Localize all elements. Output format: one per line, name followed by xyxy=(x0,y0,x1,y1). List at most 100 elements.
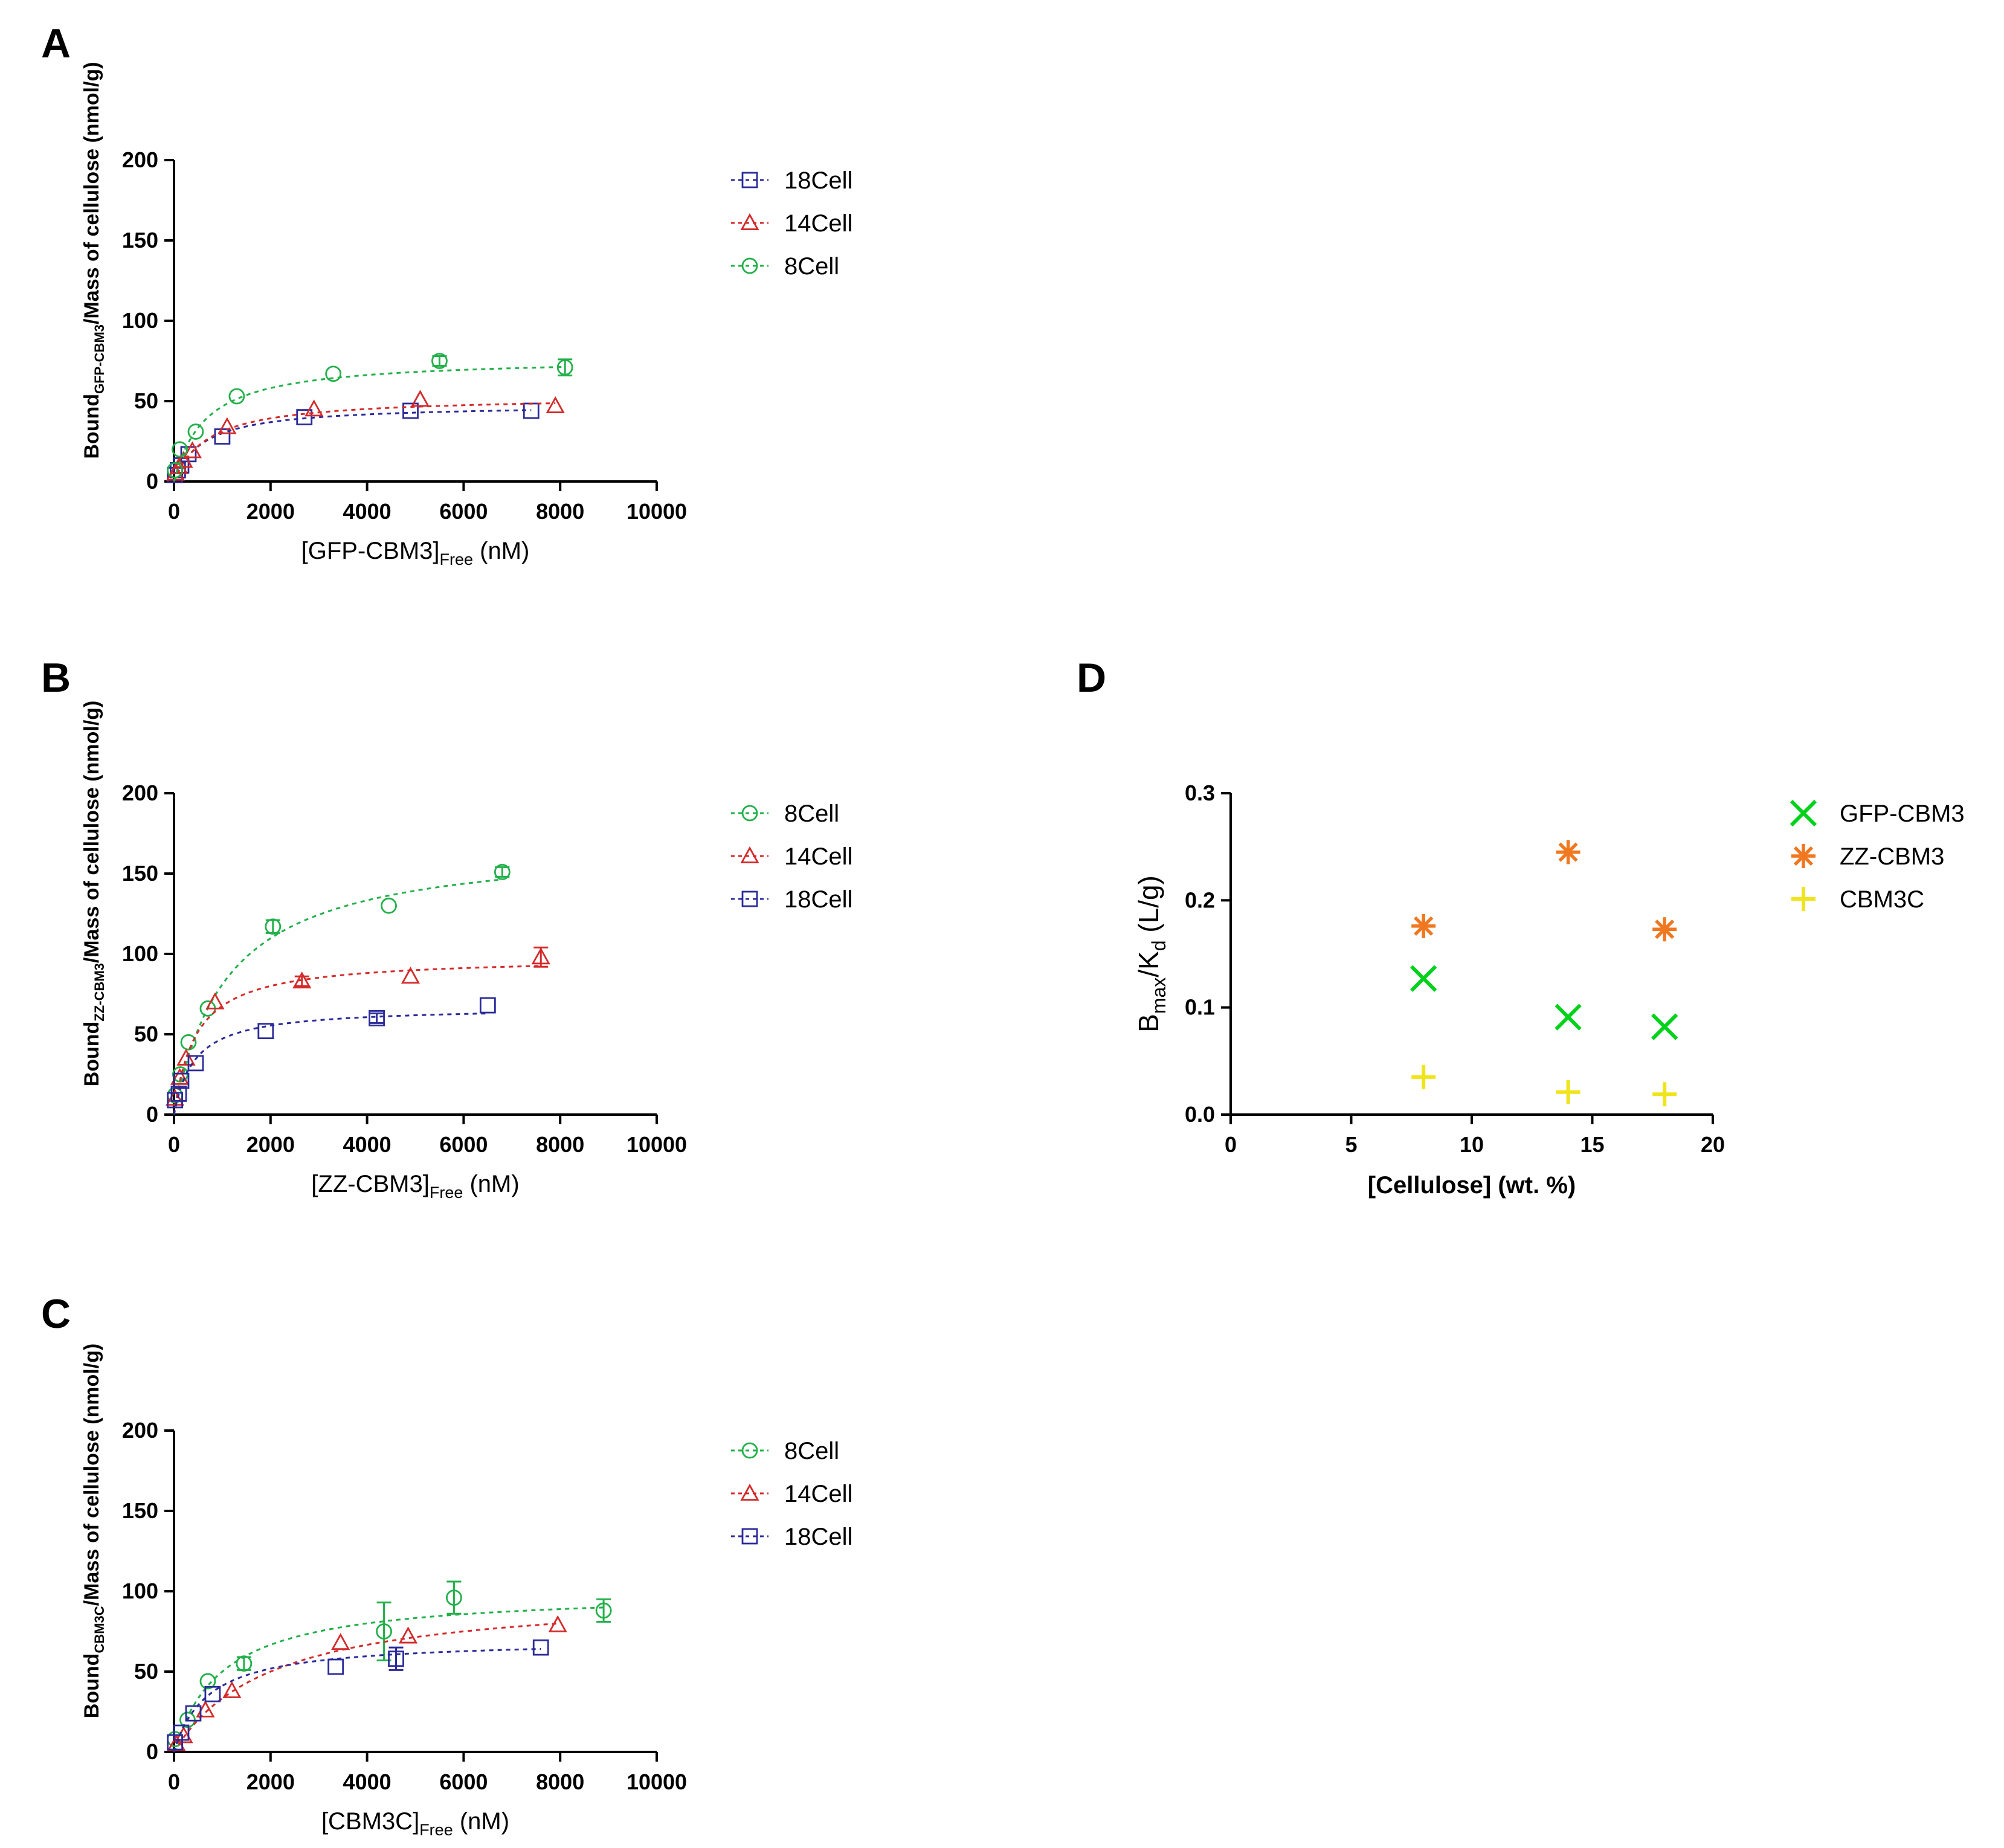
legend-item: 8Cell xyxy=(731,1438,839,1464)
y-label-main: Bound xyxy=(80,1022,103,1087)
x-label-unit: (nM) xyxy=(473,538,529,564)
y-label-unit: /Mass of cellulose (nmol/g) xyxy=(80,701,103,964)
data-point xyxy=(494,863,511,880)
y-axis-label: BoundGFP-CBM3/Mass of cellulose (nmol/g) xyxy=(80,62,107,459)
series-18cell xyxy=(167,402,540,483)
error-bar xyxy=(369,1012,384,1024)
legend-item: 18Cell xyxy=(731,1524,852,1550)
data-point xyxy=(431,353,448,369)
fit-curve xyxy=(173,1623,558,1753)
y-tick-label: 0.1 xyxy=(1185,995,1215,1020)
data-point xyxy=(325,365,342,382)
y-tick-label: 50 xyxy=(134,1022,158,1046)
series-zz-cbm3 xyxy=(1411,840,1677,942)
x-tick-label: 2000 xyxy=(246,499,295,524)
y-label-subscript: d xyxy=(1148,940,1170,951)
y-axis-label: Bmax/Kd (L/g) xyxy=(1133,875,1170,1032)
data-point xyxy=(1410,965,1437,992)
x-tick-label: 10 xyxy=(1460,1132,1484,1157)
y-tick-label: 0.3 xyxy=(1185,781,1215,805)
series-14cell xyxy=(166,946,550,1115)
x-tick-label: 6000 xyxy=(439,1769,488,1794)
data-point xyxy=(170,1086,187,1102)
legend-label: GFP-CBM3 xyxy=(1840,800,1965,827)
x-tick-label: 10000 xyxy=(627,1132,687,1157)
x-label-main: [GFP-CBM3] xyxy=(301,538,440,564)
x-label-subscript: Free xyxy=(419,1821,453,1839)
data-point xyxy=(173,1072,190,1089)
x-tick-label: 0 xyxy=(168,499,180,524)
y-axis-label: BoundCBM3C/Mass of cellulose (nmol/g) xyxy=(80,1344,107,1718)
data-point xyxy=(1411,913,1436,938)
series-8cell xyxy=(167,863,511,1115)
legend-label: 18Cell xyxy=(784,886,852,913)
data-point xyxy=(1411,1064,1436,1089)
fit-curve xyxy=(173,965,541,1115)
x-tick-label: 2000 xyxy=(246,1769,295,1794)
panel-letter: D xyxy=(1077,655,1106,701)
y-tick-label: 200 xyxy=(122,147,158,172)
series-18cell xyxy=(167,997,496,1115)
series-gfp-cbm3 xyxy=(1410,965,1678,1040)
data-point xyxy=(182,441,202,459)
legend-marker xyxy=(741,890,758,907)
data-point xyxy=(185,1705,202,1722)
x-label-main: [CBM3C] xyxy=(321,1808,419,1835)
y-label-part: /K xyxy=(1133,951,1164,977)
x-tick-label: 6000 xyxy=(439,1132,488,1157)
x-label-subscript: Free xyxy=(430,1183,463,1202)
y-tick-label: 0.2 xyxy=(1185,887,1215,912)
x-tick-label: 4000 xyxy=(343,1132,391,1157)
data-point xyxy=(199,1673,216,1690)
data-point xyxy=(401,967,420,984)
legend-item: GFP-CBM3 xyxy=(1790,799,1965,827)
panel-c: C 0 2000 4000 6000 8000 10000 0 50 100 150 200 [CBM3… xyxy=(41,1291,852,1839)
data-point xyxy=(398,1626,418,1644)
fit-curve xyxy=(173,402,556,482)
y-tick-label: 50 xyxy=(134,388,158,413)
panel-d: D 0 5 10 15 20 0.0 0.1 0.2 0.3 [Cellulose] (wt. %)… xyxy=(1077,655,1965,1199)
x-tick-label: 0 xyxy=(168,1132,180,1157)
error-bar xyxy=(495,866,510,878)
y-label-subscript: ZZ-CBM3 xyxy=(92,963,107,1022)
data-point xyxy=(1652,1082,1677,1107)
fit-curve xyxy=(173,409,532,482)
y-label-unit: /Mass of cellulose (nmol/g) xyxy=(80,1344,103,1606)
x-tick-label: 6000 xyxy=(439,499,488,524)
data-point xyxy=(236,1655,253,1672)
legend: 8Cell 14Cell 18Cell xyxy=(731,800,852,913)
y-tick-label: 0 xyxy=(146,469,158,494)
x-tick-label: 15 xyxy=(1580,1132,1604,1157)
data-point xyxy=(327,1658,344,1675)
series-14cell xyxy=(166,390,565,482)
legend-item: 14Cell xyxy=(731,1481,852,1507)
x-tick-label: 8000 xyxy=(536,1132,584,1157)
legend-marker xyxy=(741,172,758,188)
legend: 8Cell 14Cell 18Cell xyxy=(731,1438,852,1550)
fit-curve xyxy=(173,1648,541,1753)
x-tick-label: 4000 xyxy=(343,1769,391,1794)
data-point xyxy=(369,1010,385,1026)
legend-marker xyxy=(740,846,759,863)
x-label-main: [ZZ-CBM3] xyxy=(311,1171,430,1197)
y-tick-label: 100 xyxy=(122,941,158,966)
fit-curve xyxy=(173,1606,604,1753)
legend-marker xyxy=(741,257,758,274)
x-tick-label: 8000 xyxy=(536,499,584,524)
data-point xyxy=(1556,840,1580,864)
panel-letter: B xyxy=(41,655,71,701)
series-14cell xyxy=(167,1615,567,1753)
data-point xyxy=(595,1602,612,1619)
legend: 18Cell 14Cell 8Cell xyxy=(731,167,852,280)
panel-letter: A xyxy=(41,21,71,66)
panel-a: A 0 2000 4000 6000 8000 10000 0 50 100 150 200 [GFP-… xyxy=(41,21,852,568)
data-point xyxy=(1651,1013,1678,1040)
data-point xyxy=(205,992,225,1009)
legend: GFP-CBM3 ZZ-CBM3 CBM3C xyxy=(1790,799,1965,913)
data-point xyxy=(217,417,237,434)
data-point xyxy=(265,918,282,935)
legend-label: 14Cell xyxy=(784,1481,852,1507)
y-label-unit: /Mass of cellulose (nmol/g) xyxy=(80,62,103,324)
x-label-subscript: Free xyxy=(440,550,474,568)
legend-item: 14Cell xyxy=(731,843,852,870)
